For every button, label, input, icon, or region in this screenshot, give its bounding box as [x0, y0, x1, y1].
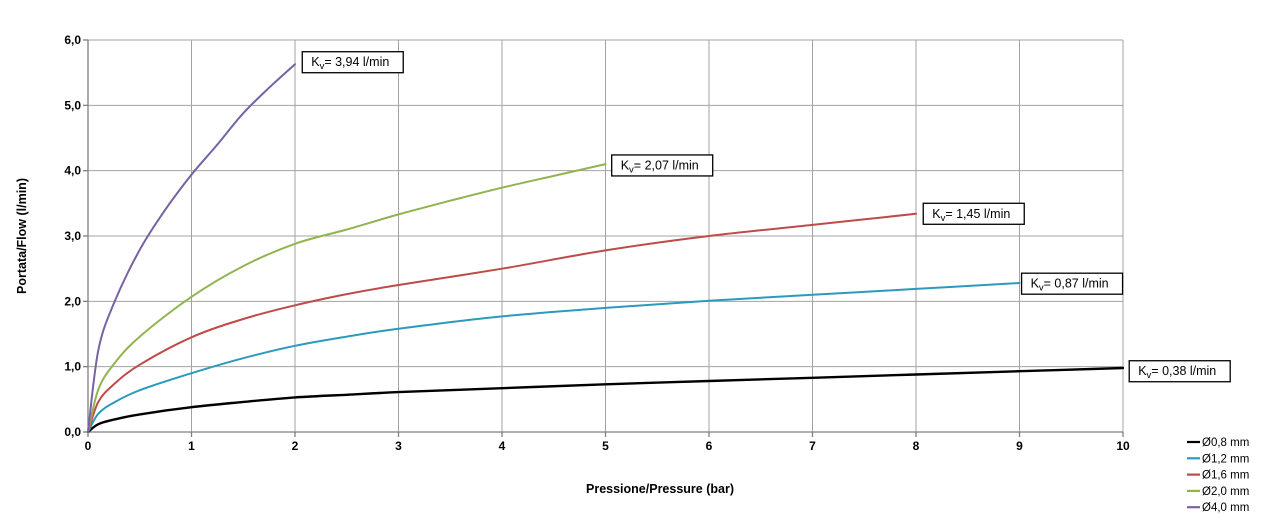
x-tick-label: 10 [1116, 439, 1130, 453]
series-curve [87, 212, 917, 433]
kv-annotation-label: Kv= 3,94 l/min [311, 55, 389, 72]
y-tick-label: 2,0 [64, 294, 81, 308]
kv-annotation-label: Kv= 2,07 l/min [621, 158, 699, 175]
series-curve [87, 282, 1021, 433]
series-curve [86, 366, 1125, 434]
kv-annotation-label: Kv= 1,45 l/min [932, 207, 1010, 224]
legend-label: Ø0,8 mm [1202, 437, 1249, 449]
x-tick-label: 0 [85, 439, 92, 453]
y-tick-label: 6,0 [64, 33, 81, 47]
kv-annotation-box [1128, 360, 1231, 383]
kv-annotation-label: Kv= 0,87 l/min [1031, 277, 1109, 294]
y-axis-title: Portata/Flow (l/min) [15, 178, 29, 294]
y-tick-label: 3,0 [64, 229, 81, 243]
y-tick-label: 1,0 [64, 360, 81, 374]
x-tick-label: 1 [188, 439, 195, 453]
legend-label: Ø1,2 mm [1202, 453, 1249, 465]
x-tick-label: 3 [395, 439, 402, 453]
y-tick-label: 0,0 [64, 425, 81, 439]
x-tick-label: 7 [809, 439, 816, 453]
legend-label: Ø4,0 mm [1202, 502, 1249, 514]
x-tick-label: 2 [292, 439, 299, 453]
legend-label: Ø2,0 mm [1202, 486, 1249, 498]
x-tick-label: 6 [706, 439, 713, 453]
legend-label: Ø1,6 mm [1202, 470, 1249, 482]
kv-annotation-box [301, 51, 404, 74]
series-curve [87, 163, 607, 433]
kv-annotation-box [1020, 272, 1124, 295]
x-axis-title: Pressione/Pressure (bar) [586, 482, 734, 496]
kv-annotation-label: Kv= 0,38 l/min [1138, 364, 1216, 381]
x-tick-label: 5 [602, 439, 609, 453]
kv-annotation-box [611, 154, 714, 177]
x-tick-label: 4 [499, 439, 506, 453]
kv-annotation-box [922, 202, 1025, 225]
series-curve [87, 63, 296, 433]
y-tick-label: 4,0 [64, 164, 81, 178]
x-tick-label: 9 [1016, 439, 1023, 453]
x-tick-label: 8 [913, 439, 920, 453]
y-tick-label: 5,0 [64, 98, 81, 112]
